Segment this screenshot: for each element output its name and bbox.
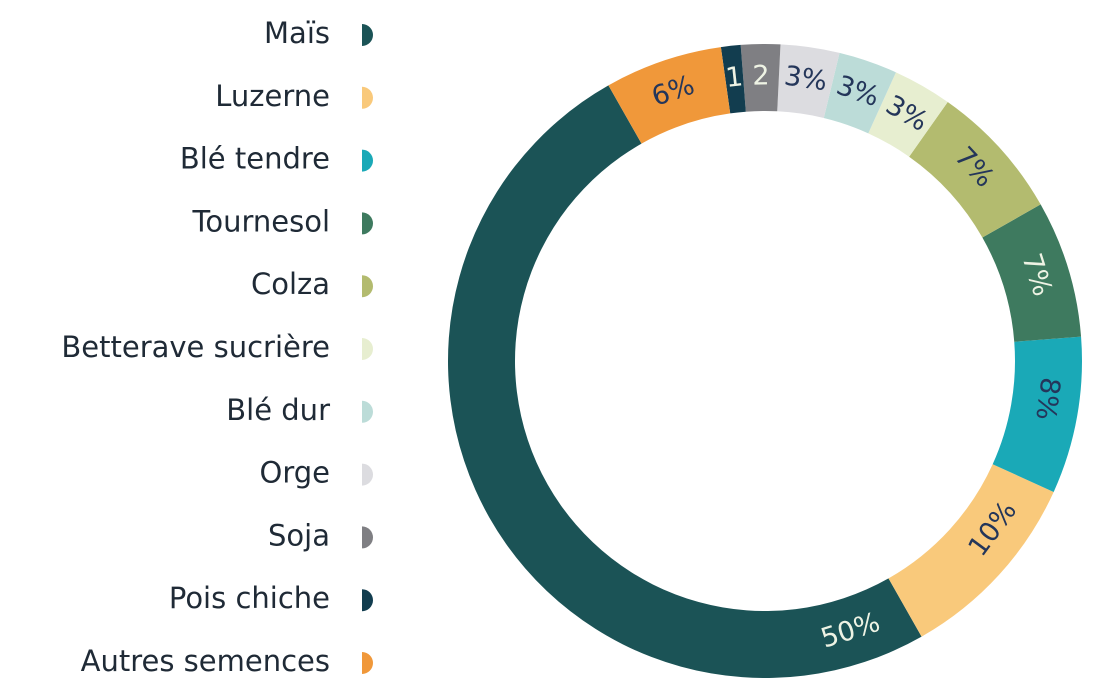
legend-label: Blé dur <box>226 393 330 427</box>
donut-segment <box>740 43 781 112</box>
data-label: 8% <box>1029 375 1065 422</box>
legend-marker <box>362 463 373 486</box>
legend-marker <box>362 589 373 612</box>
donut-segment <box>448 85 922 678</box>
donut-segment <box>720 44 746 114</box>
legend-marker <box>362 526 373 549</box>
donut-segment <box>608 47 731 144</box>
legend-marker <box>362 400 373 423</box>
donut-segment <box>992 336 1082 492</box>
legend-label: Luzerne <box>215 79 330 113</box>
legend-marker <box>362 24 373 46</box>
donut-segment <box>868 72 948 157</box>
data-label: 2 <box>752 60 770 91</box>
legend-label: Maïs <box>264 16 330 50</box>
legend-marker <box>362 212 373 235</box>
legend-marker <box>362 86 373 109</box>
donut-segment <box>888 464 1054 637</box>
legend-label: Blé tendre <box>180 142 330 176</box>
donut-segment <box>777 44 840 119</box>
legend-marker <box>362 652 373 674</box>
legend-label: Orge <box>260 456 331 490</box>
donut-segment <box>823 52 896 134</box>
legend-marker <box>362 338 373 360</box>
legend-label: Soja <box>268 518 330 552</box>
donut-segment <box>909 101 1041 238</box>
data-label: 1 <box>724 61 744 94</box>
legend-label: Pois chiche <box>169 581 330 615</box>
legend-marker <box>362 275 373 298</box>
legend-label: Tournesol <box>192 204 330 238</box>
legend-label: Betterave sucrière <box>61 330 330 364</box>
legend-marker <box>362 149 373 172</box>
data-label: 3% <box>782 61 829 98</box>
legend-label: Colza <box>251 267 330 301</box>
donut-segment <box>982 204 1082 342</box>
legend-label: Autres semences <box>81 644 330 678</box>
